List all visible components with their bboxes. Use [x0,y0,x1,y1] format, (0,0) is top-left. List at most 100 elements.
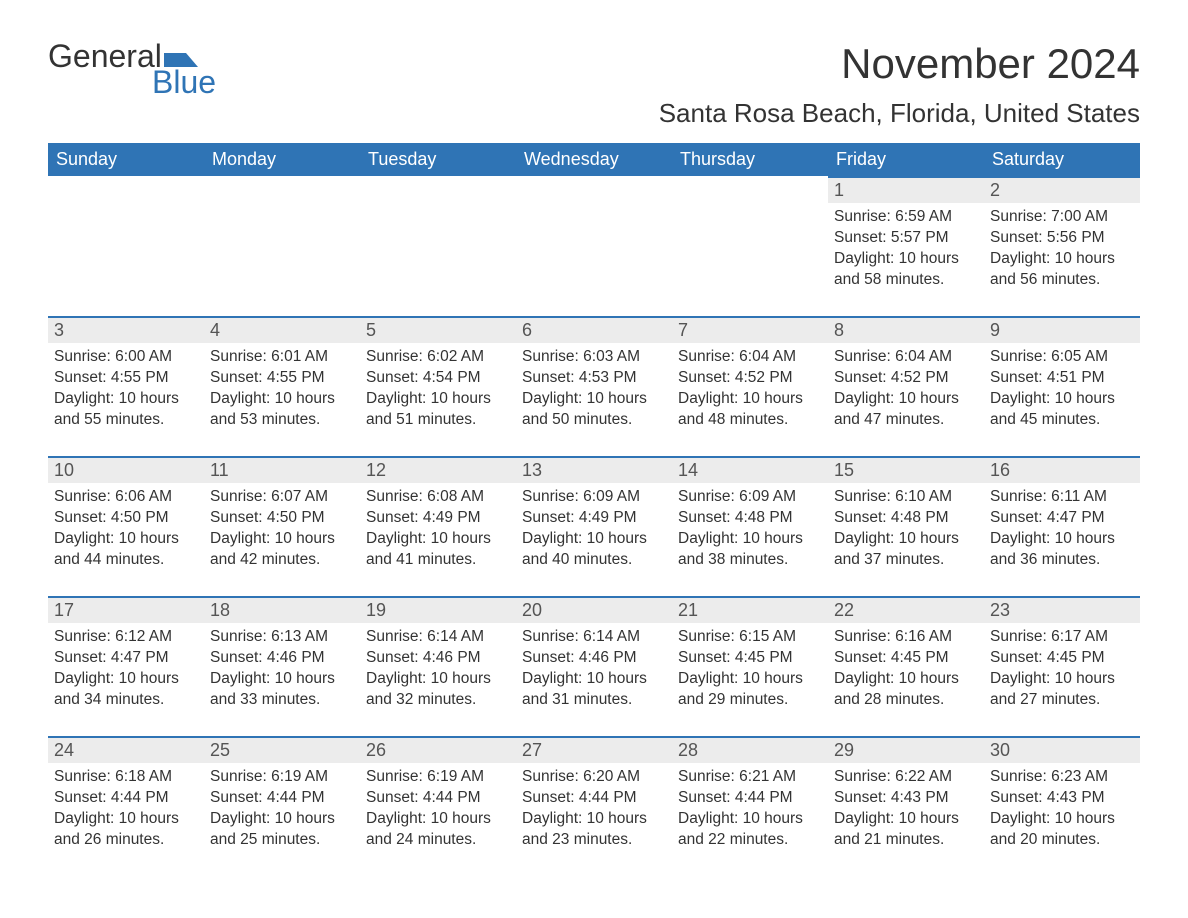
sunrise-line: Sunrise: 6:15 AM [678,627,822,648]
sunrise-line: Sunrise: 6:01 AM [210,347,354,368]
sunrise-line: Sunrise: 6:19 AM [210,767,354,788]
sunset-line: Sunset: 4:44 PM [210,788,354,809]
header-row: General Blue November 2024 Santa Rosa Be… [48,40,1140,139]
daylight-line: Daylight: 10 hours and 58 minutes. [834,249,978,291]
weekday-header: Thursday [672,143,828,176]
day-wrap: 11Sunrise: 6:07 AMSunset: 4:50 PMDayligh… [204,456,360,579]
sunset-line: Sunset: 4:48 PM [678,508,822,529]
sunset-line: Sunset: 4:46 PM [366,648,510,669]
brand-name-part1: General [48,40,162,72]
calendar-cell: 24Sunrise: 6:18 AMSunset: 4:44 PMDayligh… [48,736,204,876]
sunrise-line: Sunrise: 6:09 AM [522,487,666,508]
day-wrap: 10Sunrise: 6:06 AMSunset: 4:50 PMDayligh… [48,456,204,579]
sunrise-line: Sunrise: 6:11 AM [990,487,1134,508]
day-wrap: 23Sunrise: 6:17 AMSunset: 4:45 PMDayligh… [984,596,1140,719]
daylight-line: Daylight: 10 hours and 20 minutes. [990,809,1134,851]
calendar-cell: 20Sunrise: 6:14 AMSunset: 4:46 PMDayligh… [516,596,672,736]
sunrise-line: Sunrise: 6:03 AM [522,347,666,368]
sunset-line: Sunset: 4:45 PM [990,648,1134,669]
daylight-line: Daylight: 10 hours and 55 minutes. [54,389,198,431]
day-wrap: 28Sunrise: 6:21 AMSunset: 4:44 PMDayligh… [672,736,828,859]
day-number: 24 [48,738,204,763]
brand-name-part2: Blue [152,66,216,98]
sunrise-line: Sunrise: 6:06 AM [54,487,198,508]
sunrise-line: Sunrise: 6:59 AM [834,207,978,228]
brand-logo: General Blue [48,40,216,98]
sunrise-line: Sunrise: 6:13 AM [210,627,354,648]
day-wrap: 2Sunrise: 7:00 AMSunset: 5:56 PMDaylight… [984,176,1140,299]
day-wrap: 19Sunrise: 6:14 AMSunset: 4:46 PMDayligh… [360,596,516,719]
calendar-cell: 2Sunrise: 7:00 AMSunset: 5:56 PMDaylight… [984,176,1140,316]
day-number: 17 [48,598,204,623]
day-wrap: 21Sunrise: 6:15 AMSunset: 4:45 PMDayligh… [672,596,828,719]
day-details: Sunrise: 6:08 AMSunset: 4:49 PMDaylight:… [360,483,516,579]
day-number: 4 [204,318,360,343]
day-details: Sunrise: 6:12 AMSunset: 4:47 PMDaylight:… [48,623,204,719]
daylight-line: Daylight: 10 hours and 29 minutes. [678,669,822,711]
day-details: Sunrise: 6:19 AMSunset: 4:44 PMDaylight:… [360,763,516,859]
day-details: Sunrise: 6:05 AMSunset: 4:51 PMDaylight:… [984,343,1140,439]
calendar-cell: 10Sunrise: 6:06 AMSunset: 4:50 PMDayligh… [48,456,204,596]
calendar-cell: 14Sunrise: 6:09 AMSunset: 4:48 PMDayligh… [672,456,828,596]
calendar-week-row: 3Sunrise: 6:00 AMSunset: 4:55 PMDaylight… [48,316,1140,456]
day-wrap: 24Sunrise: 6:18 AMSunset: 4:44 PMDayligh… [48,736,204,859]
calendar-cell: 8Sunrise: 6:04 AMSunset: 4:52 PMDaylight… [828,316,984,456]
calendar-cell: 1Sunrise: 6:59 AMSunset: 5:57 PMDaylight… [828,176,984,316]
daylight-line: Daylight: 10 hours and 22 minutes. [678,809,822,851]
day-details: Sunrise: 6:11 AMSunset: 4:47 PMDaylight:… [984,483,1140,579]
sunset-line: Sunset: 4:45 PM [834,648,978,669]
sunset-line: Sunset: 4:50 PM [54,508,198,529]
daylight-line: Daylight: 10 hours and 44 minutes. [54,529,198,571]
calendar-cell: 12Sunrise: 6:08 AMSunset: 4:49 PMDayligh… [360,456,516,596]
day-number: 18 [204,598,360,623]
calendar-table: SundayMondayTuesdayWednesdayThursdayFrid… [48,143,1140,876]
day-number: 29 [828,738,984,763]
daylight-line: Daylight: 10 hours and 37 minutes. [834,529,978,571]
day-wrap: 27Sunrise: 6:20 AMSunset: 4:44 PMDayligh… [516,736,672,859]
sunrise-line: Sunrise: 6:07 AM [210,487,354,508]
sunset-line: Sunset: 4:47 PM [54,648,198,669]
day-wrap: 17Sunrise: 6:12 AMSunset: 4:47 PMDayligh… [48,596,204,719]
day-wrap: 22Sunrise: 6:16 AMSunset: 4:45 PMDayligh… [828,596,984,719]
day-number: 30 [984,738,1140,763]
day-wrap: 16Sunrise: 6:11 AMSunset: 4:47 PMDayligh… [984,456,1140,579]
day-number: 13 [516,458,672,483]
calendar-cell: 30Sunrise: 6:23 AMSunset: 4:43 PMDayligh… [984,736,1140,876]
sunrise-line: Sunrise: 7:00 AM [990,207,1134,228]
day-details: Sunrise: 6:02 AMSunset: 4:54 PMDaylight:… [360,343,516,439]
day-number: 28 [672,738,828,763]
sunrise-line: Sunrise: 6:05 AM [990,347,1134,368]
day-number: 14 [672,458,828,483]
calendar-cell: 5Sunrise: 6:02 AMSunset: 4:54 PMDaylight… [360,316,516,456]
day-details: Sunrise: 6:13 AMSunset: 4:46 PMDaylight:… [204,623,360,719]
daylight-line: Daylight: 10 hours and 27 minutes. [990,669,1134,711]
calendar-week-row: 10Sunrise: 6:06 AMSunset: 4:50 PMDayligh… [48,456,1140,596]
day-wrap: 29Sunrise: 6:22 AMSunset: 4:43 PMDayligh… [828,736,984,859]
day-details: Sunrise: 6:59 AMSunset: 5:57 PMDaylight:… [828,203,984,299]
sunset-line: Sunset: 4:55 PM [210,368,354,389]
day-number: 7 [672,318,828,343]
day-details: Sunrise: 6:14 AMSunset: 4:46 PMDaylight:… [516,623,672,719]
calendar-week-row: 17Sunrise: 6:12 AMSunset: 4:47 PMDayligh… [48,596,1140,736]
day-details: Sunrise: 6:00 AMSunset: 4:55 PMDaylight:… [48,343,204,439]
sunset-line: Sunset: 4:53 PM [522,368,666,389]
sunset-line: Sunset: 4:44 PM [678,788,822,809]
day-number: 9 [984,318,1140,343]
calendar-cell: 16Sunrise: 6:11 AMSunset: 4:47 PMDayligh… [984,456,1140,596]
sunset-line: Sunset: 4:51 PM [990,368,1134,389]
day-number: 2 [984,178,1140,203]
sunset-line: Sunset: 4:49 PM [366,508,510,529]
sunrise-line: Sunrise: 6:14 AM [522,627,666,648]
day-wrap: 1Sunrise: 6:59 AMSunset: 5:57 PMDaylight… [828,176,984,299]
daylight-line: Daylight: 10 hours and 48 minutes. [678,389,822,431]
day-number: 23 [984,598,1140,623]
daylight-line: Daylight: 10 hours and 41 minutes. [366,529,510,571]
day-wrap: 4Sunrise: 6:01 AMSunset: 4:55 PMDaylight… [204,316,360,439]
day-wrap: 30Sunrise: 6:23 AMSunset: 4:43 PMDayligh… [984,736,1140,859]
calendar-head: SundayMondayTuesdayWednesdayThursdayFrid… [48,143,1140,176]
day-number: 22 [828,598,984,623]
sunset-line: Sunset: 4:43 PM [834,788,978,809]
weekday-header: Sunday [48,143,204,176]
day-wrap: 12Sunrise: 6:08 AMSunset: 4:49 PMDayligh… [360,456,516,579]
day-number: 19 [360,598,516,623]
